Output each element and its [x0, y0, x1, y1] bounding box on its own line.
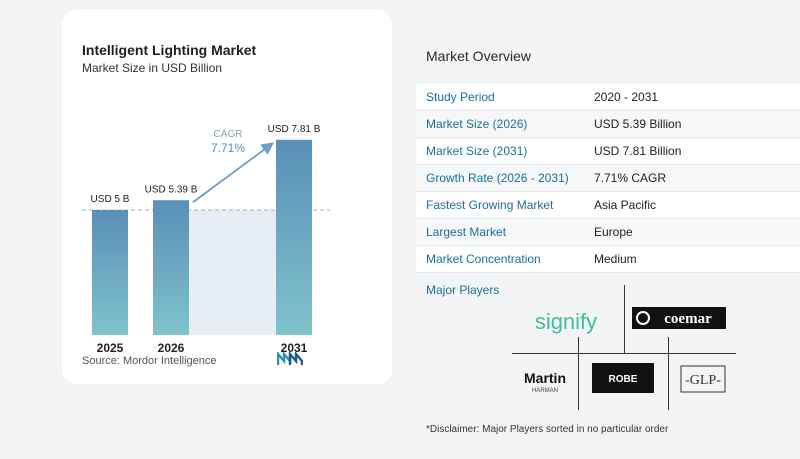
row-label: Largest Market [426, 225, 507, 239]
svg-text:signify: signify [535, 309, 597, 334]
row-value: Europe [594, 225, 633, 239]
svg-text:coemar: coemar [664, 311, 712, 327]
major-players-grid: signify coemar Martin HARMAN ROBE -GLP- [506, 285, 746, 410]
row-label: Market Concentration [426, 252, 541, 266]
row-label: Market Size (2031) [426, 144, 528, 158]
table-row: Market Size (2031) USD 7.81 Billion [416, 138, 800, 165]
overview-table: Study Period 2020 - 2031 Market Size (202… [416, 84, 800, 273]
cagr-arrow [192, 142, 275, 203]
overview-title: Market Overview [426, 48, 532, 64]
bar-chart: USD 5 B 2025 USD 5.39 B 2026 USD 7.81 B 2031 C… [82, 124, 330, 355]
disclaimer: *Disclaimer: Major Players sorted in no … [426, 424, 669, 435]
row-value: 2020 - 2031 [594, 90, 659, 104]
row-label: Growth Rate (2026 - 2031) [426, 171, 569, 185]
table-row: Largest Market Europe [416, 219, 800, 246]
chart-subtitle: Market Size in USD Billion [82, 61, 223, 75]
mordor-logo-icon [277, 352, 303, 365]
svg-text:ROBE: ROBE [609, 374, 638, 385]
table-row: Growth Rate (2026 - 2031) 7.71% CAGR [416, 165, 800, 192]
data-label-2026: USD 5.39 B [145, 184, 198, 195]
bar-2031 [276, 139, 312, 335]
row-label: Study Period [426, 90, 495, 104]
svg-text:Martin: Martin [524, 370, 566, 386]
source-text: Source: Mordor Intelligence [82, 355, 217, 367]
table-row: Market Size (2026) USD 5.39 Billion [416, 111, 800, 138]
data-label-2031: USD 7.81 B [268, 124, 321, 135]
market-overview: Market Overview Study Period 2020 - 2031 … [416, 0, 800, 459]
svg-text:-GLP-: -GLP- [685, 373, 721, 388]
row-value: Asia Pacific [594, 198, 657, 212]
data-label-2025: USD 5 B [91, 194, 130, 205]
table-row: Fastest Growing Market Asia Pacific [416, 192, 800, 219]
tick-label-2026: 2026 [158, 341, 185, 355]
bar-2025 [92, 210, 128, 335]
cagr-value: 7.71% [211, 141, 245, 155]
growth-shade [189, 210, 276, 335]
row-value: USD 5.39 Billion [594, 117, 682, 131]
row-value: 7.71% CAGR [594, 171, 667, 185]
glp-logo-icon: -GLP- [680, 365, 726, 393]
row-value: Medium [594, 252, 637, 266]
chart-title: Intelligent Lighting Market [82, 42, 257, 58]
svg-text:HARMAN: HARMAN [532, 388, 558, 394]
row-label: Market Size (2026) [426, 117, 528, 131]
coemar-logo-icon: coemar [632, 307, 726, 329]
major-players-title: Major Players [426, 283, 500, 297]
row-label: Fastest Growing Market [426, 198, 554, 212]
bar-2026 [153, 200, 189, 335]
robe-logo-icon: ROBE [592, 363, 654, 393]
signify-logo-icon: signify [535, 309, 597, 334]
tick-label-2025: 2025 [97, 341, 124, 355]
table-row: Study Period 2020 - 2031 [416, 84, 800, 111]
cagr-label: CAGR [214, 129, 243, 140]
martin-logo-icon: Martin HARMAN [524, 370, 566, 394]
row-value: USD 7.81 Billion [594, 144, 682, 158]
table-row: Market Concentration Medium [416, 246, 800, 273]
tick-label-2031: 2031 [281, 341, 308, 355]
